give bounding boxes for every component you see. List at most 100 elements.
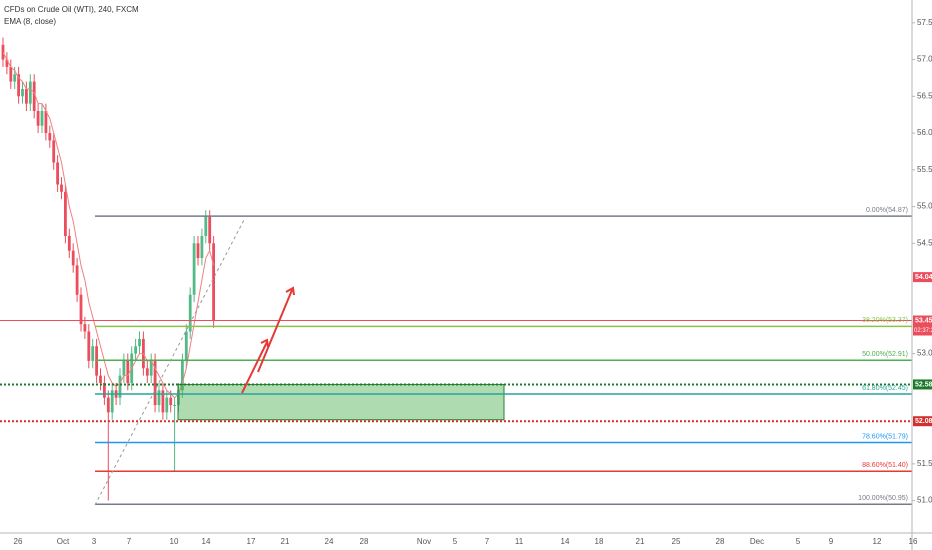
candle-body [106,397,110,413]
price-tag [913,416,932,427]
y-tick-label: 57.50 [917,18,932,27]
fib-label: 50.00%(52.91) [862,351,908,358]
candle-body [64,191,67,236]
price-tag-label: 53.45 [915,317,932,324]
y-tick-label: 57.00 [917,55,932,64]
candle-body [60,184,63,192]
x-tick-label: 7 [127,537,132,546]
x-tick-label: 12 [873,537,882,546]
candle-body [169,397,173,406]
candle-body [9,66,13,82]
candle-body [165,397,169,413]
x-tick-label: Dec [750,537,764,546]
y-tick-label: 51.50 [917,459,932,468]
candle-body [103,382,106,398]
candle-body [126,360,130,383]
candle-body [48,133,52,141]
candle-body [118,375,122,398]
price-tag-label: 52.58 [915,381,932,388]
x-tick-label: 18 [595,537,604,546]
candle-body [145,368,149,376]
y-tick-label: 55.00 [917,202,932,211]
x-tick-label: Nov [417,537,431,546]
x-tick-label: 3 [92,537,97,546]
x-tick-label: 21 [636,537,645,546]
candle-body [138,338,141,347]
candle-body [71,250,75,266]
candle-body [149,360,153,376]
candle-body [56,162,59,185]
zone [177,383,505,421]
arrows [241,286,295,394]
candle-body [157,390,161,406]
y-tick-label: 51.00 [917,496,932,505]
candle-body [110,390,114,413]
countdown-tag [913,325,932,336]
candle-body [67,235,71,251]
candle-body [21,88,24,97]
candle-body [83,324,87,332]
candle-body [153,360,157,406]
price-tag-label: 54.04 [915,274,932,281]
candle-body [196,243,200,259]
fib-label: 0.00%(54.87) [866,207,908,214]
fib-label: 88.60%(51.40) [862,462,908,469]
x-tick-label: Oct [57,537,70,546]
arrow [257,289,293,373]
price-tag [913,379,932,390]
candle-body [173,405,176,407]
chart-title: CFDs on Crude Oil (WTI), 240, FXCM [4,5,139,14]
candle-body [32,81,36,111]
candle-body [161,390,165,413]
x-tick-label: 5 [796,537,801,546]
candle-body [204,216,208,236]
price-tag [913,272,932,283]
x-tick-label: 5 [453,537,458,546]
candle-body [200,235,204,259]
candle-body [79,294,83,325]
x-tick-label: 10 [170,537,179,546]
x-tick-label: 28 [716,537,725,546]
x-tick-label: 9 [829,537,834,546]
y-tick-label: 56.50 [917,91,932,100]
countdown-label: 02:37:22 [914,328,932,334]
candle-body [13,74,17,82]
candle-body [28,81,32,104]
fib-label: 38.20%(53.37) [862,317,908,324]
candle-body [52,140,56,163]
x-tick-label: 14 [561,537,570,546]
x-tick-label: 11 [515,537,524,546]
arrow-head [260,338,269,348]
y-tick-label: 56.00 [917,128,932,137]
fib-label: 100.00%(50.95) [858,495,908,502]
y-tick-label: 54.50 [917,238,932,247]
y-tick-label: 53.00 [917,349,932,358]
x-tick-label: 21 [281,537,290,546]
x-tick-label: 24 [325,537,334,546]
candle-body [44,110,48,134]
price-tag [913,315,932,326]
price-tag-label: 52.08 [915,418,932,425]
candle-body [188,294,192,332]
candle-body [181,360,184,391]
candle-body [184,331,188,361]
candle-body [212,243,215,321]
candle-body [99,375,102,383]
fib-label: 78.60%(51.79) [862,433,908,440]
y-tick-label: 55.50 [917,165,932,174]
candle-body [91,346,95,361]
x-tick-label: 26 [14,537,23,546]
candle-body [40,110,44,126]
x-tick-label: 7 [485,537,490,546]
candle-body [36,110,40,126]
candle-body [75,265,79,295]
x-tick-label: 16 [909,537,918,546]
x-tick-label: 28 [360,537,369,546]
candle-body [17,74,20,97]
arrow [241,341,268,394]
fib-label: 61.80%(52.45) [862,385,908,392]
x-tick-label: 17 [247,537,256,546]
chart-subtitle: EMA (8, close) [4,17,56,26]
